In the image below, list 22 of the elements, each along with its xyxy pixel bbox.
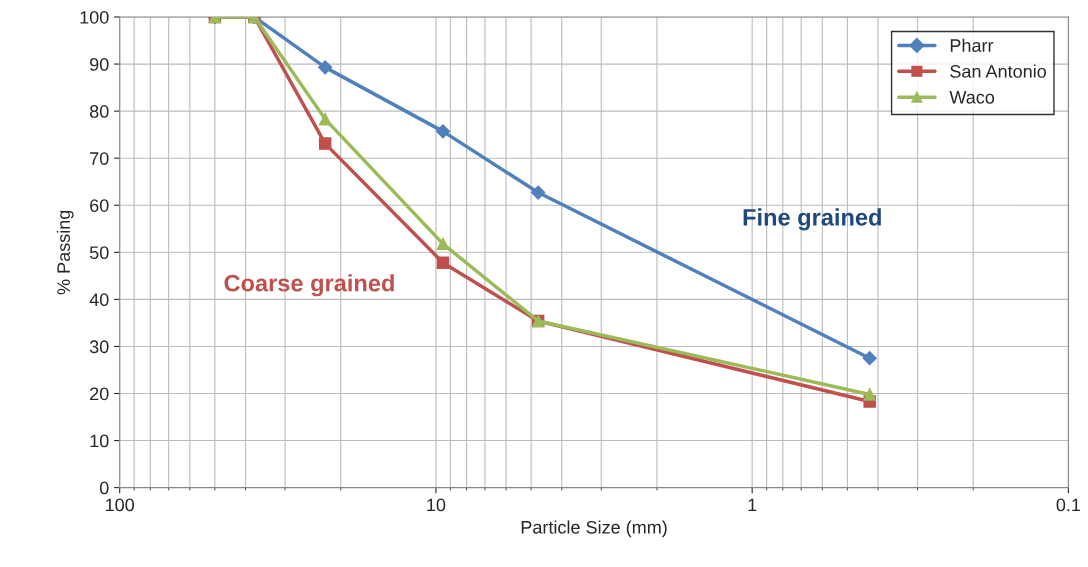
x-axis-title: Particle Size (mm) xyxy=(521,520,667,538)
y-tick-label: 100 xyxy=(80,10,109,24)
y-tick-label: 0 xyxy=(99,481,109,495)
annotation: Coarse grained xyxy=(224,274,394,297)
legend-label: Waco xyxy=(949,91,995,104)
legend-label: Pharr xyxy=(950,38,994,52)
x-tick-label: 0.1 xyxy=(1056,498,1081,512)
y-tick-label: 80 xyxy=(89,105,109,118)
x-tick-label: 100 xyxy=(106,498,135,512)
y-axis-title: % Passing xyxy=(56,210,74,295)
annotation: Fine grained xyxy=(743,208,881,231)
x-tick-label: 1 xyxy=(748,498,757,512)
y-tick-label: 60 xyxy=(90,199,109,212)
y-tick-label: 50 xyxy=(89,246,109,260)
y-tick-label: 10 xyxy=(90,434,109,448)
y-tick-label: 20 xyxy=(90,387,109,401)
y-tick-label: 70 xyxy=(90,152,109,165)
y-tick-label: 30 xyxy=(89,340,109,354)
y-tick-label: 40 xyxy=(89,293,109,307)
x-tick-label: 10 xyxy=(427,498,446,512)
y-tick-label: 90 xyxy=(90,58,109,71)
legend-label: San Antonio xyxy=(950,64,1046,78)
